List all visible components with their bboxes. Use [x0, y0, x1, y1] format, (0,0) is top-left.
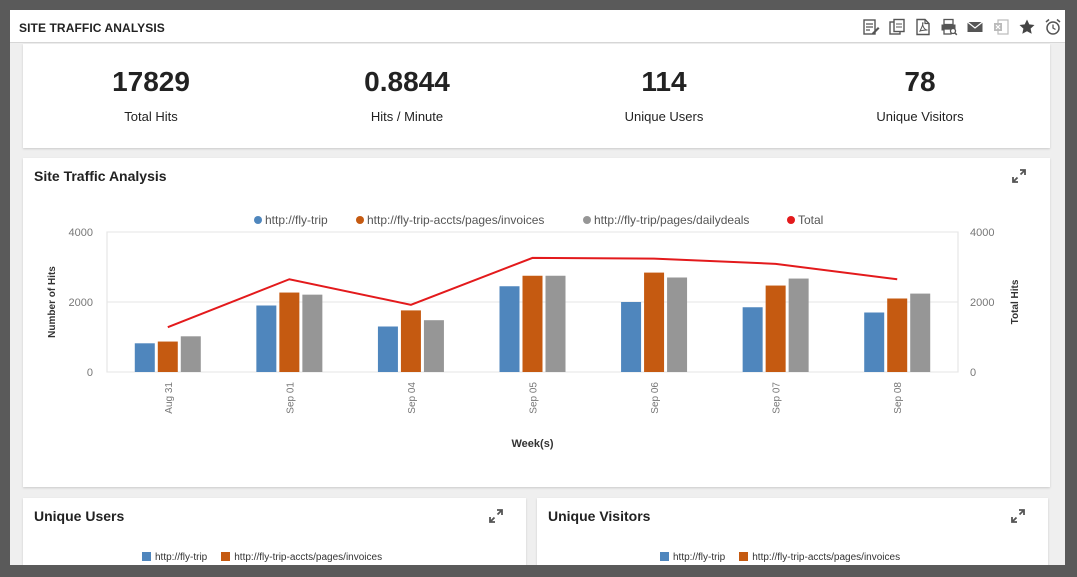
- legend-label: Total: [798, 213, 823, 227]
- kpi-total-hits: 17829 Total Hits: [23, 66, 279, 124]
- bar: [667, 277, 688, 372]
- chart-card-title: Site Traffic Analysis: [34, 168, 167, 184]
- legend-item[interactable]: http://fly-trip: [660, 552, 725, 563]
- bar: [180, 336, 201, 372]
- bar: [377, 326, 398, 372]
- export-excel-icon[interactable]: [991, 17, 1011, 37]
- kpi-label: Total Hits: [124, 109, 178, 124]
- bar: [279, 292, 300, 372]
- bar: [765, 285, 786, 372]
- x-tick-label: Sep 08: [893, 382, 904, 414]
- legend-label: http://fly-trip/pages/dailydeals: [594, 213, 749, 227]
- legend-label: http://fly-trip: [155, 552, 208, 563]
- x-tick-label: Sep 01: [285, 382, 296, 414]
- x-tick-label: Sep 06: [650, 382, 661, 414]
- kpi-value: 0.8844: [364, 66, 450, 97]
- y-tick-label: 4000: [69, 227, 93, 239]
- visitors-legend: http://fly-trip http://fly-trip-accts/pa…: [660, 552, 900, 563]
- expand-icon[interactable]: [1010, 508, 1026, 524]
- legend-marker: [583, 216, 591, 224]
- bar: [256, 305, 277, 372]
- site-traffic-chart: 0 2000 4000 0 2000 4000 Number of Hits Total Hi…: [47, 213, 1021, 450]
- bar: [522, 275, 543, 372]
- alarm-icon[interactable]: [1043, 17, 1063, 37]
- x-tick-label: Sep 07: [772, 382, 783, 414]
- y2-tick-label: 2000: [970, 297, 994, 309]
- kpi-label: Hits / Minute: [370, 109, 444, 124]
- toolbar: [861, 17, 1063, 37]
- legend-item[interactable]: http://fly-trip-accts/pages/invoices: [739, 552, 900, 563]
- bar: [302, 294, 323, 372]
- legend-label: http://fly-trip-accts/pages/invoices: [234, 552, 383, 563]
- site-traffic-chart-card: Site Traffic Analysis 0 2000 4000 0 2000 4000…: [23, 158, 1050, 487]
- legend-item[interactable]: http://fly-trip: [142, 552, 207, 563]
- copy-report-icon[interactable]: [887, 17, 907, 37]
- bar: [157, 341, 178, 372]
- users-legend: http://fly-trip http://fly-trip-accts/pa…: [142, 552, 382, 563]
- kpi-summary-card: 17829 Total Hits 0.8844 Hits / Minute 11…: [23, 44, 1050, 148]
- users-card-title: Unique Users: [34, 508, 125, 524]
- bar: [423, 320, 444, 372]
- x-tick-label: Aug 31: [164, 382, 175, 414]
- y-tick-label: 0: [87, 367, 93, 379]
- legend-swatch: [660, 552, 669, 561]
- print-preview-icon[interactable]: [939, 17, 959, 37]
- y-axis-title: Number of Hits: [47, 266, 58, 338]
- legend-item[interactable]: http://fly-trip-accts/pages/invoices: [221, 552, 382, 563]
- visitors-card-title: Unique Visitors: [548, 508, 651, 524]
- bar: [134, 343, 155, 372]
- legend-swatch: [142, 552, 151, 561]
- edit-report-icon[interactable]: [861, 17, 881, 37]
- bar: [499, 286, 520, 372]
- bar: [742, 307, 763, 372]
- kpi-label: Unique Visitors: [876, 109, 964, 124]
- kpi-value: 114: [641, 66, 687, 97]
- x-axis-title: Week(s): [512, 438, 554, 450]
- legend-marker: [356, 216, 364, 224]
- dashboard-title: SITE TRAFFIC ANALYSIS: [19, 21, 165, 35]
- title-bar: SITE TRAFFIC ANALYSIS: [10, 10, 1065, 43]
- y-tick-label: 2000: [69, 297, 93, 309]
- kpi-value: 78: [904, 66, 936, 97]
- unique-users-card: Unique Users http://fly-trip http://fly-…: [23, 498, 526, 565]
- legend-label: http://fly-trip-accts/pages/invoices: [367, 213, 544, 227]
- bar: [910, 293, 931, 372]
- bar: [621, 302, 642, 372]
- y2-tick-label: 0: [970, 367, 976, 379]
- y2-tick-label: 4000: [970, 227, 994, 239]
- bar: [400, 310, 421, 372]
- kpi-label: Unique Users: [624, 109, 704, 124]
- x-tick-label: Sep 05: [529, 382, 540, 414]
- legend-label: http://fly-trip-accts/pages/invoices: [752, 552, 901, 563]
- favorite-star-icon[interactable]: [1017, 17, 1037, 37]
- expand-icon[interactable]: [1011, 168, 1027, 184]
- legend-marker: [787, 216, 795, 224]
- email-icon[interactable]: [965, 17, 985, 37]
- bar: [864, 312, 885, 372]
- x-tick-label: Sep 04: [407, 382, 418, 414]
- kpi-hits-per-minute: 0.8844 Hits / Minute: [279, 66, 535, 124]
- bar: [887, 298, 908, 372]
- expand-icon[interactable]: [488, 508, 504, 524]
- bar: [788, 278, 809, 372]
- legend-marker: [254, 216, 262, 224]
- legend-label: http://fly-trip: [673, 552, 726, 563]
- legend-swatch: [221, 552, 231, 561]
- legend-label: http://fly-trip: [265, 213, 328, 227]
- unique-visitors-card: Unique Visitors http://fly-trip http://f…: [537, 498, 1048, 565]
- legend-swatch: [739, 552, 749, 561]
- kpi-value: 17829: [112, 66, 190, 97]
- series-line: [167, 256, 898, 329]
- dashboard-window: SITE TRAFFIC ANALYSIS: [10, 10, 1065, 565]
- kpi-unique-visitors: 78 Unique Visitors: [792, 66, 1048, 124]
- y2-axis-title: Total Hits: [1010, 279, 1021, 324]
- export-pdf-icon[interactable]: [913, 17, 933, 37]
- bar: [545, 275, 566, 372]
- bar: [644, 272, 665, 372]
- kpi-unique-users: 114 Unique Users: [536, 66, 792, 124]
